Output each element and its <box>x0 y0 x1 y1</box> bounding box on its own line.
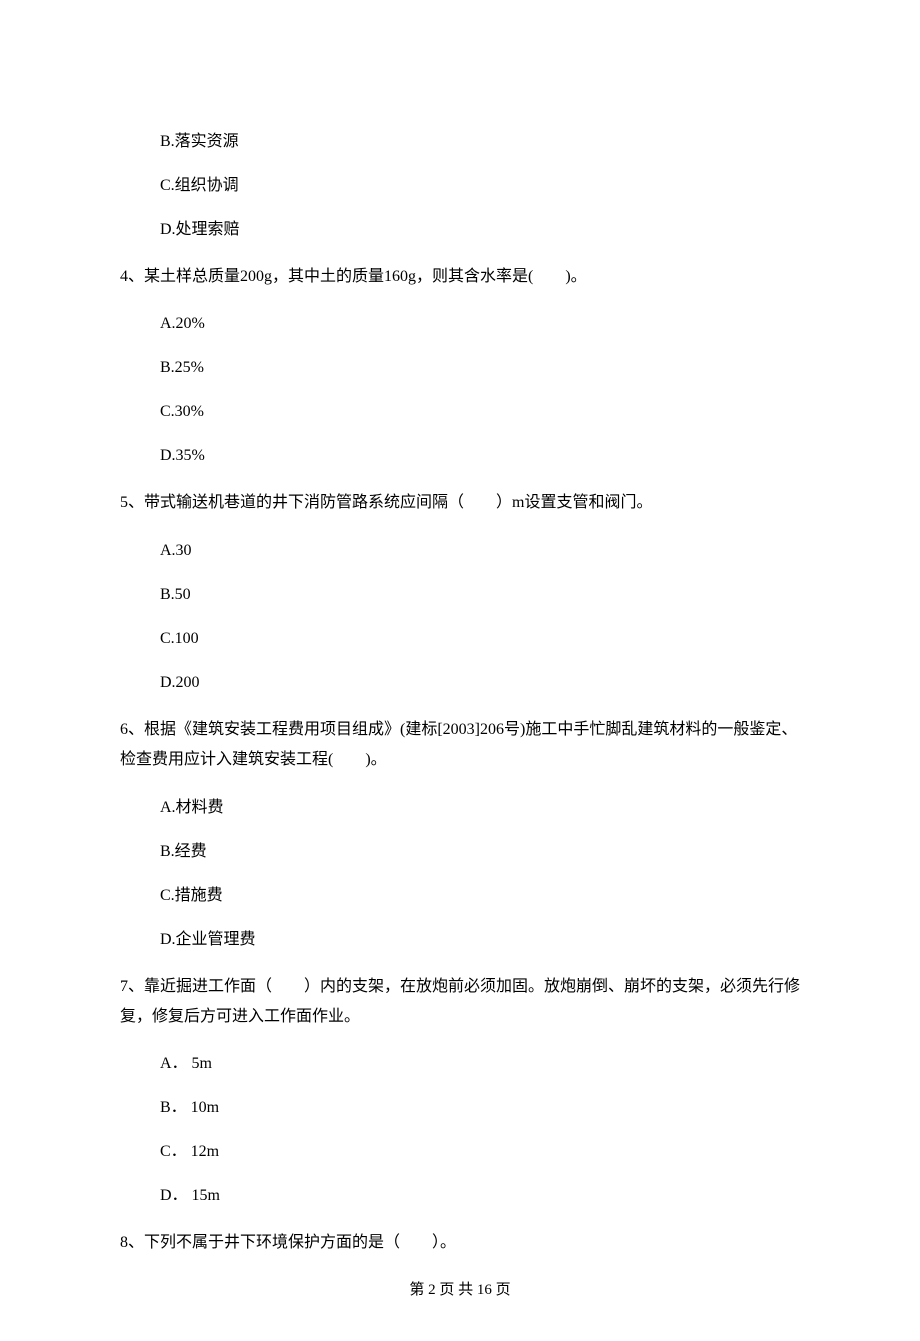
q4-option-b: B.25% <box>160 356 800 380</box>
q4-option-a: A.20% <box>160 312 800 336</box>
q8-text: 8、下列不属于井下环境保护方面的是（ ）。 <box>120 1228 800 1258</box>
q5-option-a: A.30 <box>160 539 800 563</box>
q7-option-d: D． 15m <box>160 1184 800 1208</box>
q5-option-c: C.100 <box>160 627 800 651</box>
q3-option-b: B.落实资源 <box>160 130 800 154</box>
q4-option-d: D.35% <box>160 444 800 468</box>
q5-option-b: B.50 <box>160 583 800 607</box>
page-footer: 第 2 页 共 16 页 <box>120 1279 800 1302</box>
q3-option-c: C.组织协调 <box>160 174 800 198</box>
q7-option-b: B． 10m <box>160 1096 800 1120</box>
q7-text: 7、靠近掘进工作面（ ）内的支架，在放炮前必须加固。放炮崩倒、崩坏的支架，必须先… <box>120 972 800 1033</box>
q3-option-d: D.处理索赔 <box>160 218 800 242</box>
q6-option-d: D.企业管理费 <box>160 928 800 952</box>
q6-option-a: A.材料费 <box>160 796 800 820</box>
q5-text: 5、带式输送机巷道的井下消防管路系统应间隔（ ）m设置支管和阀门。 <box>120 488 800 518</box>
q4-option-c: C.30% <box>160 400 800 424</box>
q6-option-b: B.经费 <box>160 840 800 864</box>
q7-option-c: C． 12m <box>160 1140 800 1164</box>
q5-option-d: D.200 <box>160 671 800 695</box>
q7-option-a: A． 5m <box>160 1052 800 1076</box>
exam-page: B.落实资源 C.组织协调 D.处理索赔 4、某土样总质量200g，其中土的质量… <box>0 0 920 1341</box>
q6-option-c: C.措施费 <box>160 884 800 908</box>
q6-text: 6、根据《建筑安装工程费用项目组成》(建标[2003]206号)施工中手忙脚乱建… <box>120 715 800 776</box>
q4-text: 4、某土样总质量200g，其中土的质量160g，则其含水率是( )。 <box>120 262 800 292</box>
